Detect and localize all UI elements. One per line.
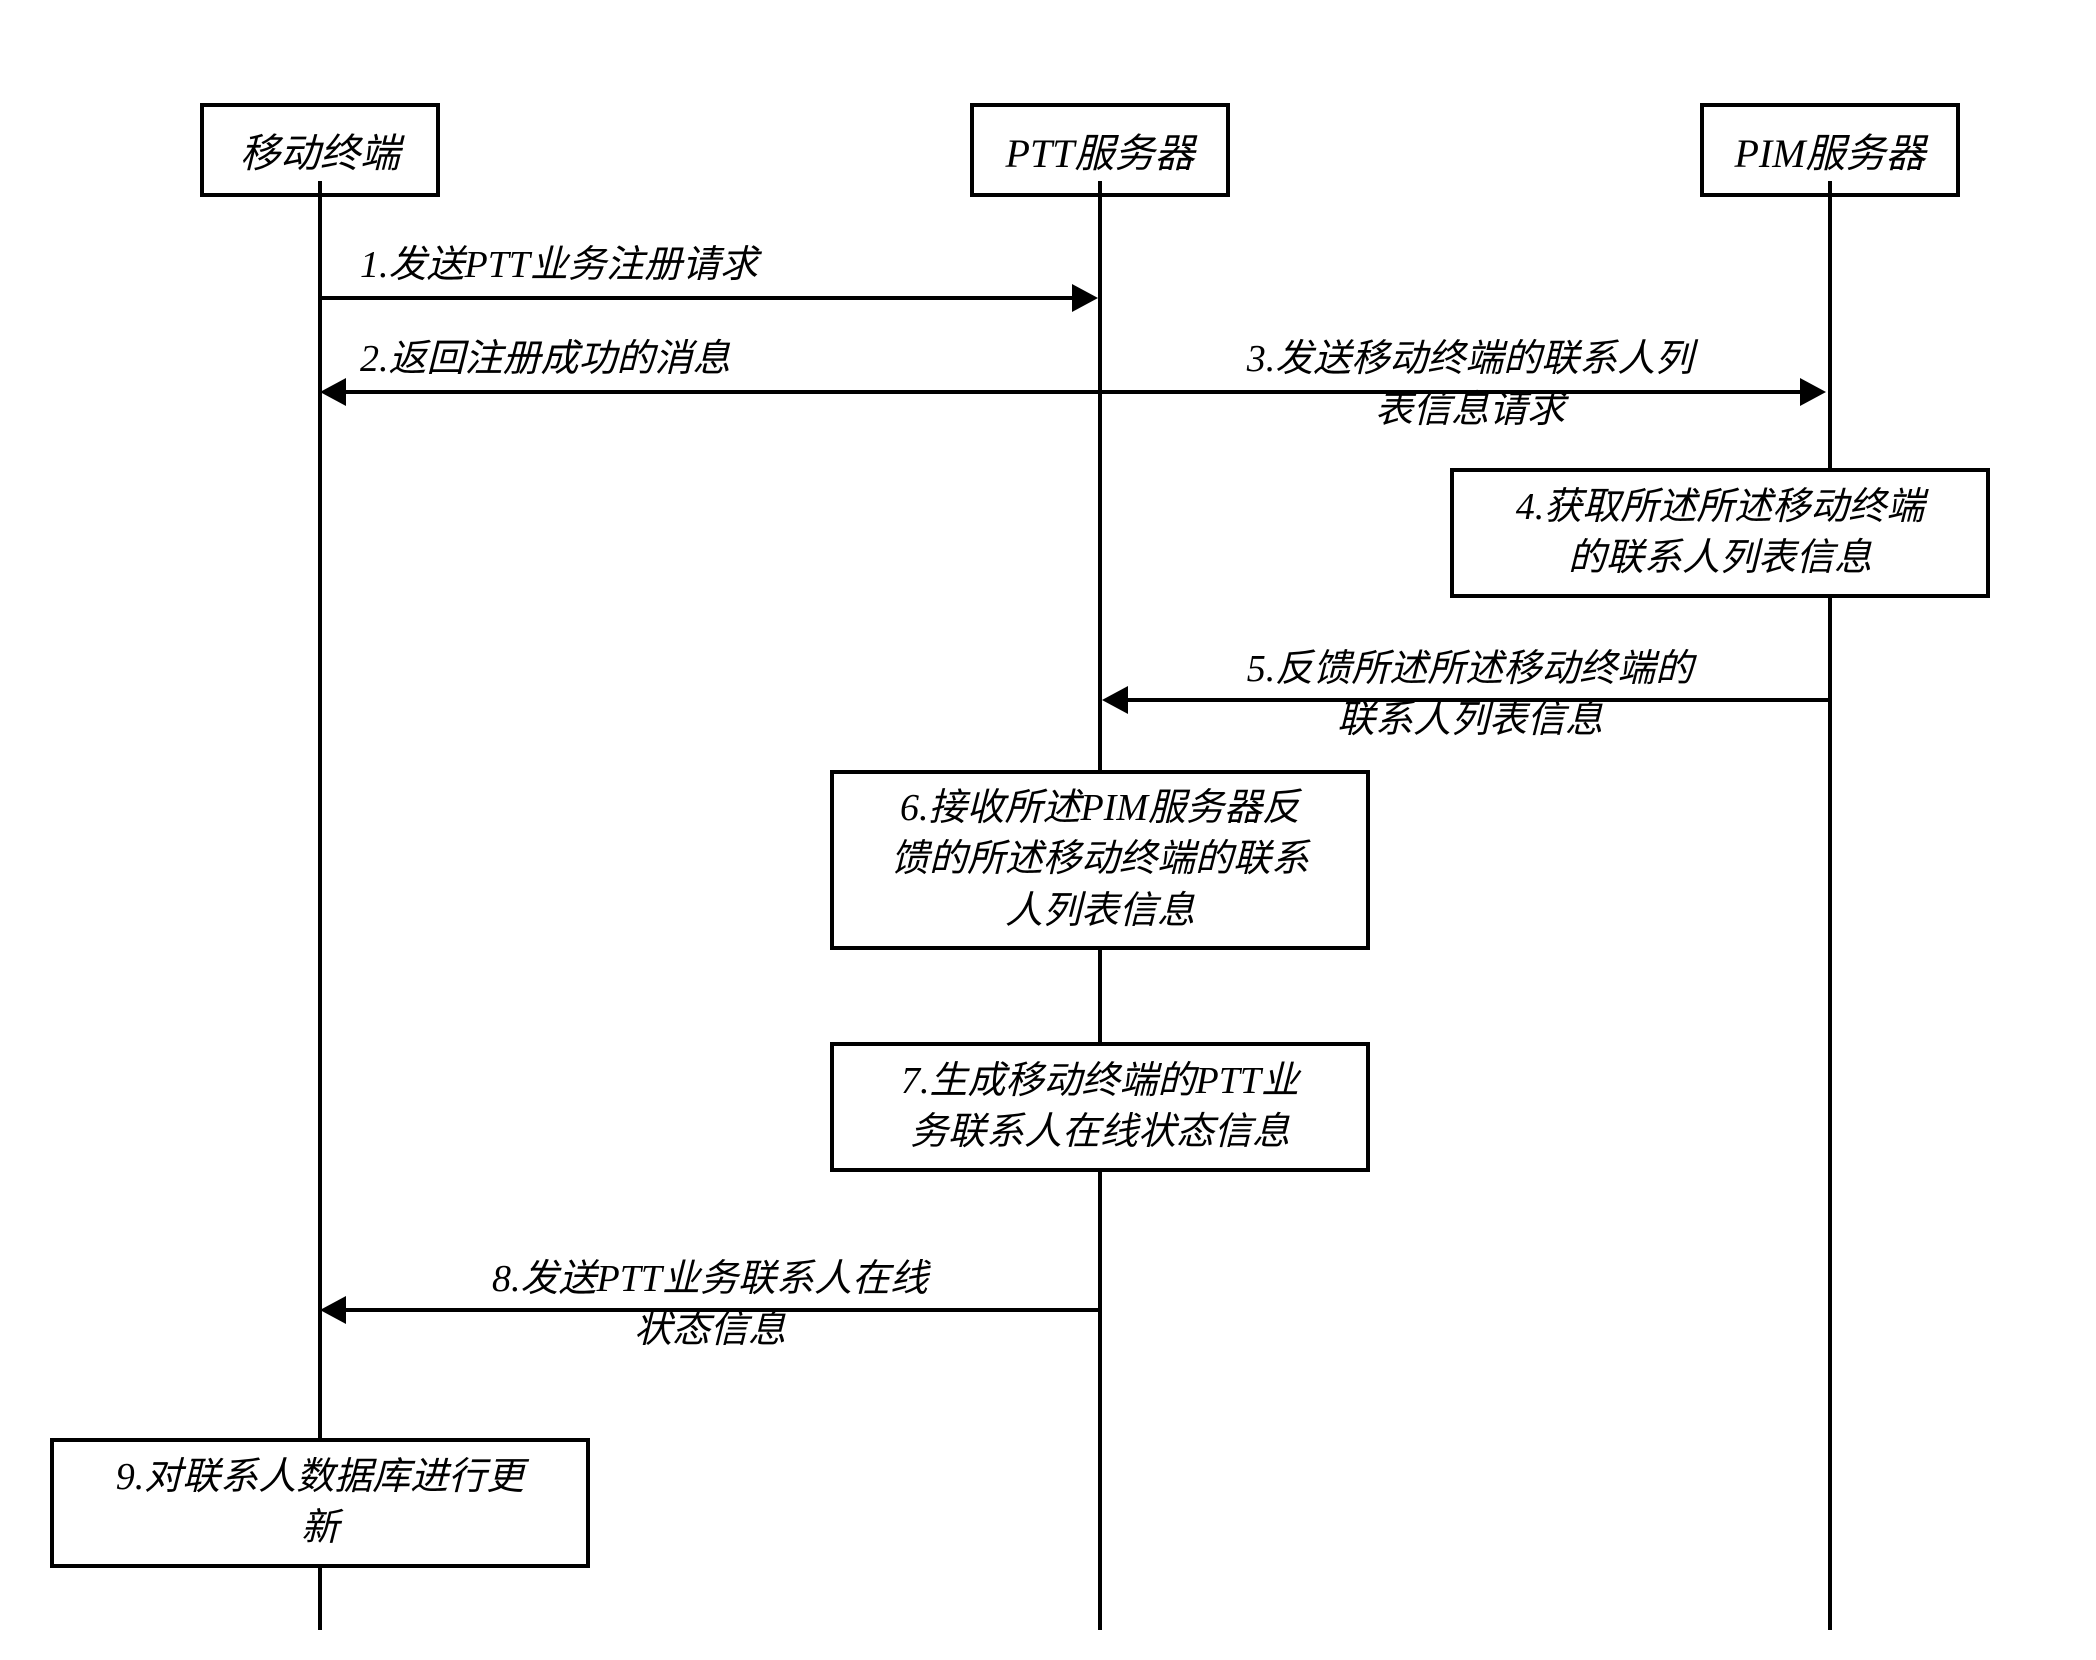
participant-ptt-label: PTT服务器 bbox=[1006, 131, 1195, 176]
message-2-label: 2.返回注册成功的消息 bbox=[360, 334, 1060, 385]
process-9-box: 9.对联系人数据库进行更 新 bbox=[50, 1438, 590, 1568]
process-6-box: 6.接收所述PIM服务器反 馈的所述移动终端的联系 人列表信息 bbox=[830, 770, 1370, 950]
message-1-arrow bbox=[322, 296, 1074, 300]
message-5-arrowhead bbox=[1102, 686, 1128, 714]
message-5-arrow bbox=[1128, 698, 1830, 702]
participant-pim-label: PIM服务器 bbox=[1734, 131, 1925, 176]
message-3-label: 3.发送移动终端的联系人列 表信息请求 bbox=[1130, 334, 1810, 437]
message-8-arrow bbox=[346, 1308, 1102, 1312]
participant-mobile-label: 移动终端 bbox=[240, 131, 400, 176]
message-5-label: 5.反馈所述所述移动终端的 联系人列表信息 bbox=[1130, 644, 1810, 747]
message-2-arrowhead bbox=[320, 378, 346, 406]
lifeline-pim bbox=[1828, 181, 1832, 1630]
message-8-arrowhead bbox=[320, 1296, 346, 1324]
message-2-arrow bbox=[346, 390, 1102, 394]
message-8-label: 8.发送PTT业务联系人在线 状态信息 bbox=[360, 1254, 1060, 1357]
message-1-arrowhead bbox=[1072, 284, 1098, 312]
message-1-label: 1.发送PTT业务注册请求 bbox=[360, 240, 1060, 291]
process-7-box: 7.生成移动终端的PTT业 务联系人在线状态信息 bbox=[830, 1042, 1370, 1172]
message-3-arrowhead bbox=[1800, 378, 1826, 406]
message-3-arrow bbox=[1102, 390, 1802, 394]
sequence-diagram: 移动终端 PTT服务器 PIM服务器 1.发送PTT业务注册请求 2.返回注册成… bbox=[0, 0, 2096, 1660]
process-4-box: 4.获取所述所述移动终端 的联系人列表信息 bbox=[1450, 468, 1990, 598]
